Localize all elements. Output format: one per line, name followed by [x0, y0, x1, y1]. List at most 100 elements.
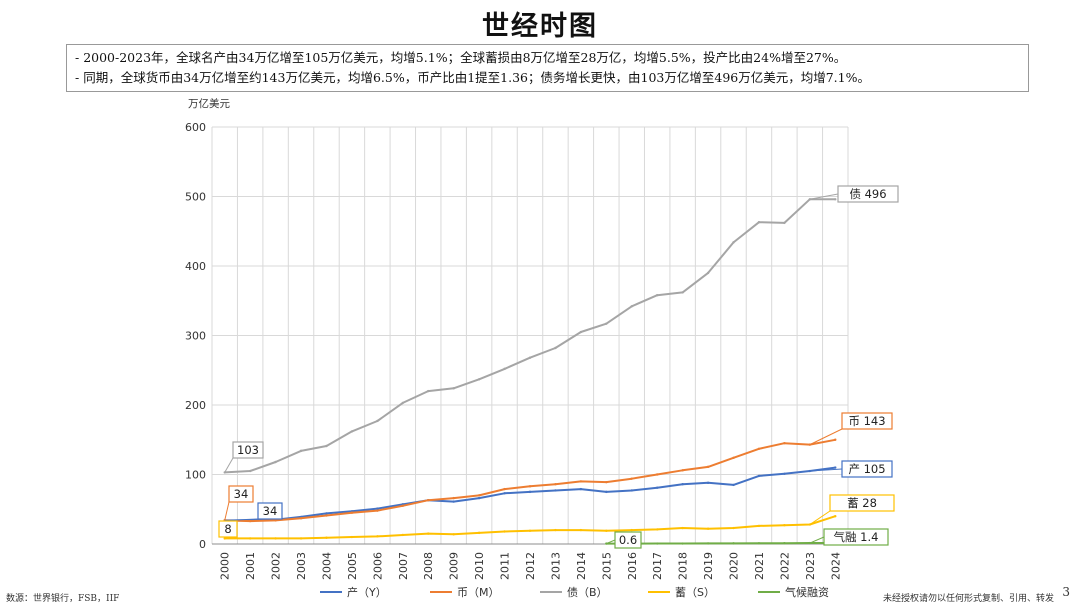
data-point [452, 496, 455, 500]
callout-leader [809, 428, 843, 446]
data-point [427, 499, 430, 502]
data-point [732, 456, 735, 460]
callout-box [218, 520, 238, 538]
data-point [477, 494, 481, 497]
data-point [630, 477, 633, 480]
callout-text: 103 [237, 443, 259, 457]
callout-text: 蓄 28 [847, 496, 877, 510]
data-point [579, 487, 583, 491]
callout-box [841, 412, 893, 430]
data-point [554, 346, 557, 350]
legend-item: 产（Y） [320, 585, 387, 599]
callout-label: 蓄 28 [809, 494, 895, 525]
legend-label: 债（B） [567, 585, 608, 599]
data-point [757, 474, 761, 478]
callout-leader [809, 536, 825, 544]
callout-leader [224, 501, 230, 521]
data-point [605, 490, 608, 494]
x-tick-label: 2022 [778, 552, 791, 580]
x-tick-label: 2021 [753, 552, 766, 580]
x-tick-label: 2004 [320, 552, 333, 580]
data-point [376, 509, 379, 512]
data-point [325, 514, 328, 517]
data-point [554, 489, 557, 492]
data-point [732, 542, 735, 545]
data-point [427, 532, 430, 535]
chart-axes: 0 100 200 300 400 500 600 万亿美元 2000 2001 2002 2003 2… [185, 97, 848, 580]
data-point [376, 507, 379, 510]
legend-item: 蓄（S） [648, 586, 715, 599]
data-point [401, 401, 404, 405]
data-point [783, 442, 786, 445]
data-point [325, 536, 328, 539]
data-point [706, 465, 710, 469]
chart-legend: 产（Y） 币（M） 债（B） 蓄（S） 气候融资 [320, 585, 829, 599]
x-tick-label: 2007 [397, 552, 410, 580]
data-point [274, 537, 277, 540]
x-tick-label: 2014 [575, 552, 588, 580]
data-point [681, 469, 684, 472]
callout-text: 34 [234, 487, 249, 501]
y-tick-label: 500 [185, 191, 206, 204]
y-tick-label: 200 [185, 399, 206, 412]
x-tick-label: 2023 [804, 552, 817, 580]
data-point [579, 330, 583, 334]
data-point [325, 444, 328, 448]
legend-label: 气候融资 [785, 585, 829, 599]
data-point [681, 526, 684, 530]
data-point [248, 519, 252, 523]
callout-box [232, 441, 264, 459]
data-point [528, 485, 532, 488]
callout-box [837, 185, 899, 203]
data-point [706, 481, 710, 485]
data-point [579, 528, 583, 532]
data-point [299, 537, 303, 540]
x-tick-label: 2009 [448, 552, 461, 580]
data-point [732, 241, 735, 244]
data-point [350, 535, 354, 539]
data-source-note: 数源：世界银行，FSB，IIF [6, 594, 120, 604]
x-tick-label: 2002 [270, 552, 283, 580]
x-tick-label: 2016 [626, 552, 639, 580]
x-tick-label: 2018 [677, 552, 690, 580]
data-point [656, 486, 659, 489]
x-tick-label: 2019 [702, 552, 715, 580]
data-point [783, 524, 786, 527]
callout-leader [224, 457, 234, 473]
callout-label: 8 [218, 520, 238, 539]
callout-label: 产 105 [809, 460, 893, 478]
callout-leader [606, 539, 616, 545]
x-tick-label: 2013 [549, 552, 562, 580]
data-point [350, 511, 354, 514]
callout-label: 气融 1.4 [809, 528, 889, 546]
callout-box [823, 528, 889, 546]
callout-text: 产 105 [848, 462, 885, 476]
x-tick-label: 2008 [422, 552, 435, 580]
y-tick-label: 400 [185, 260, 206, 273]
data-point [503, 487, 506, 491]
data-point [248, 469, 252, 473]
data-point [656, 473, 659, 476]
summary-note-line-2: - 同期，全球货币由34万亿增至约143万亿美元，均增6.5%，币产比由1提至1… [75, 70, 870, 85]
chart-grid [211, 126, 849, 545]
data-point [528, 356, 532, 359]
data-point [757, 447, 761, 450]
data-point [783, 472, 786, 476]
callout-leader [809, 510, 831, 525]
legend-label: 蓄（S） [675, 586, 715, 599]
data-point [630, 489, 633, 492]
data-point [452, 387, 455, 390]
data-point [579, 480, 583, 483]
callout-text: 34 [263, 504, 278, 518]
data-point [605, 322, 608, 325]
y-tick-label: 0 [199, 538, 206, 551]
data-point [783, 541, 786, 545]
callout-label: 34 [224, 485, 254, 521]
data-point [681, 542, 684, 545]
data-point [503, 367, 506, 371]
callout-text: 0.6 [619, 533, 637, 547]
data-point [732, 526, 735, 530]
callout-text: 债 496 [849, 187, 886, 201]
legend-item: 气候融资 [758, 585, 829, 599]
